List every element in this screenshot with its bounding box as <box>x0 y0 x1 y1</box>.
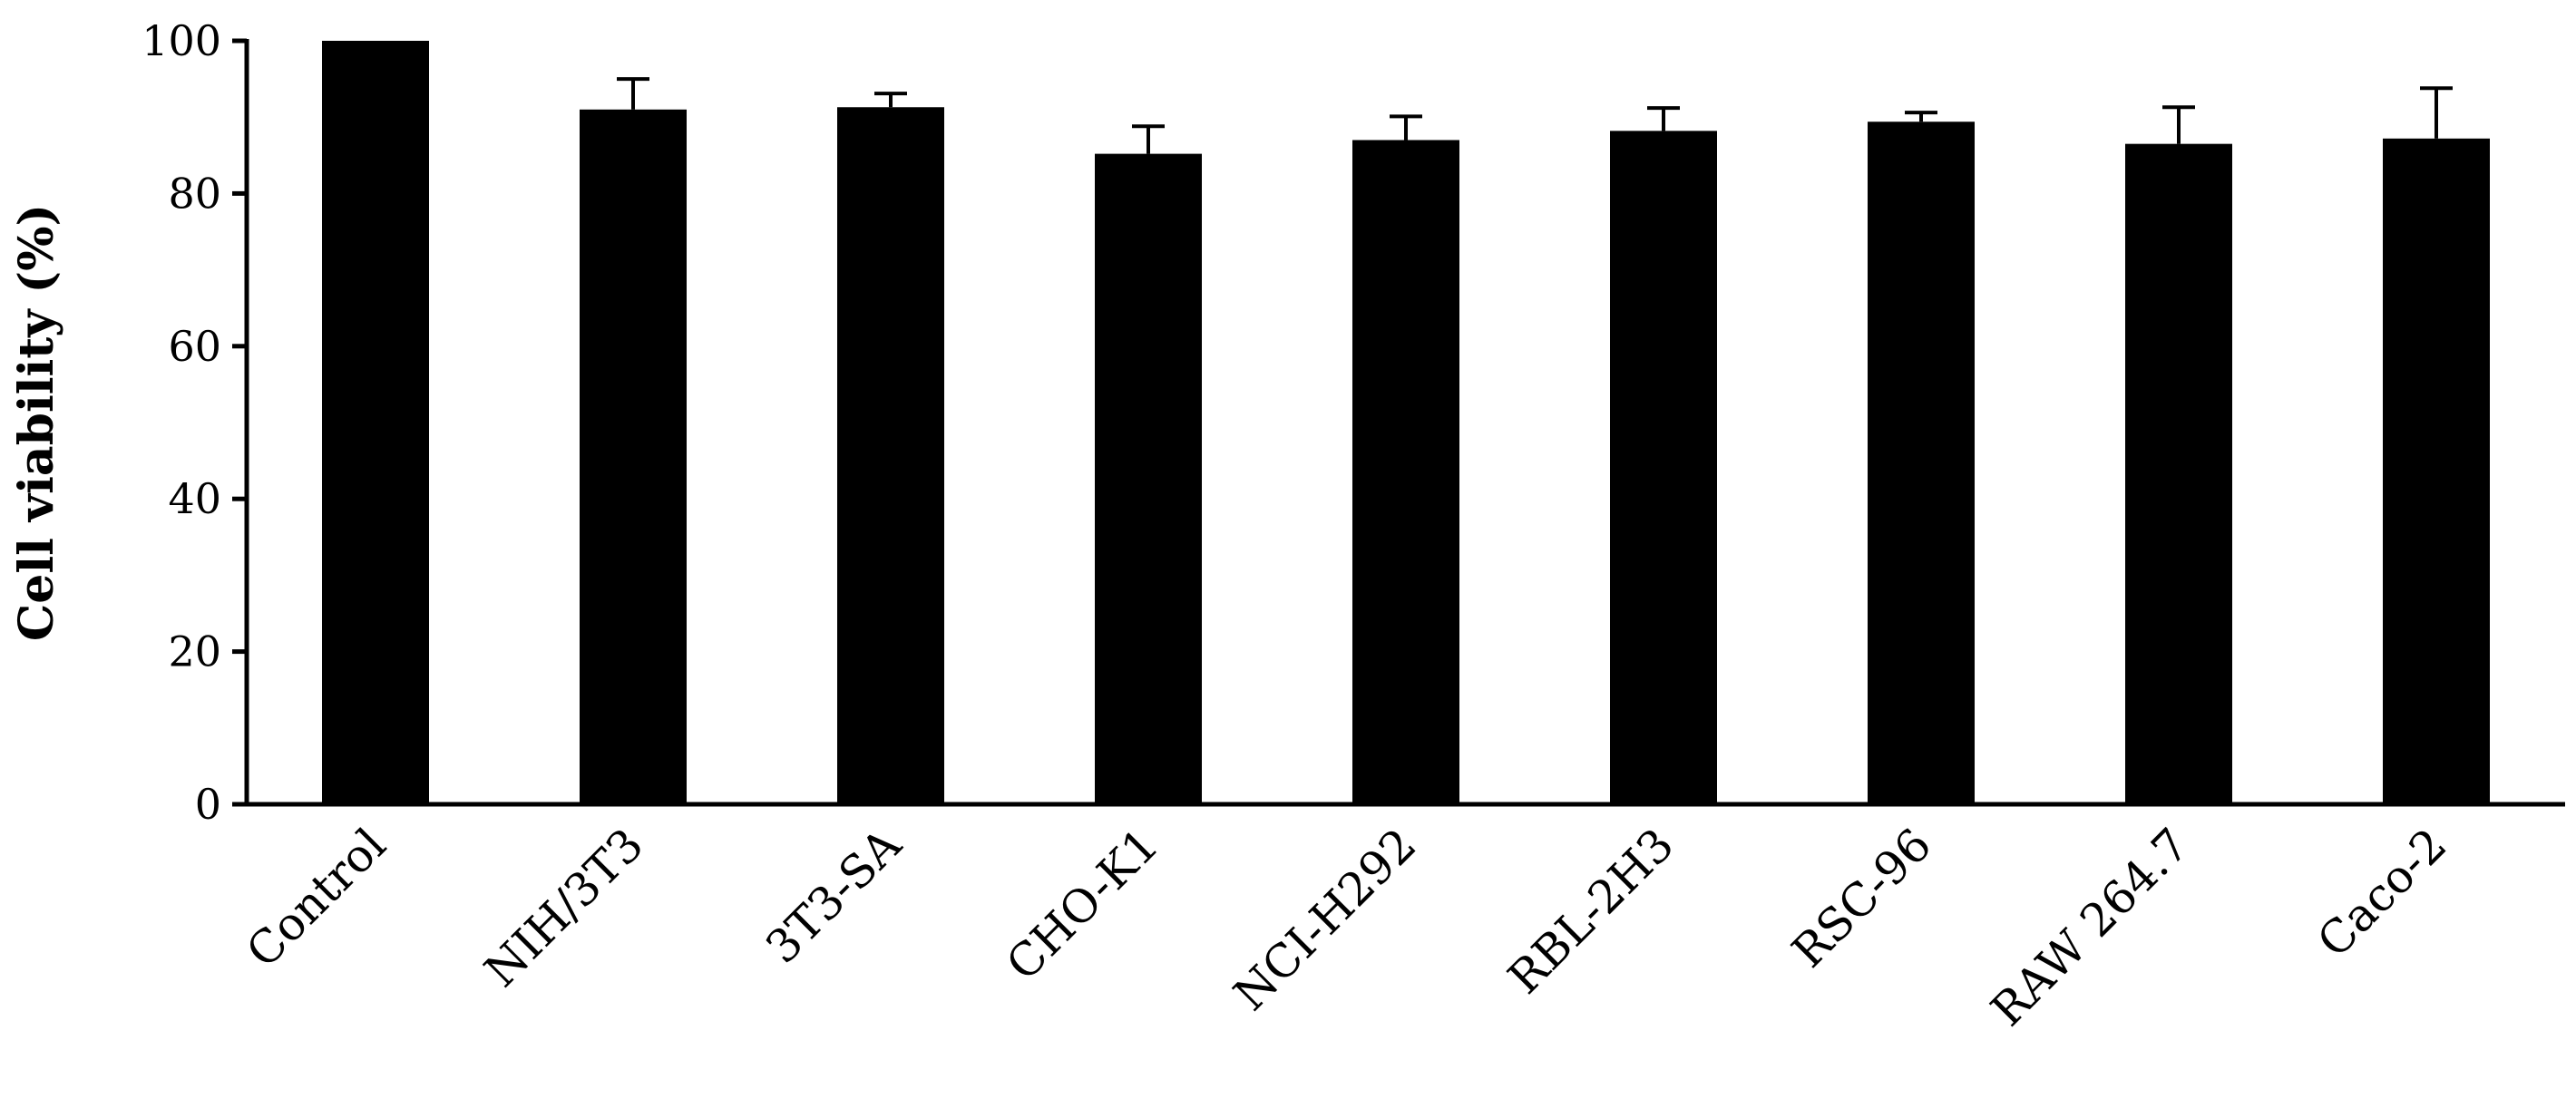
bar <box>837 107 944 804</box>
y-tick-labels: 0 20 40 60 80 100 <box>141 16 221 829</box>
bar <box>1095 153 1202 805</box>
category-label: 3T3-SA <box>756 818 912 974</box>
bar <box>1868 122 1975 804</box>
category-label: CHO-K1 <box>996 818 1168 990</box>
y-tick-label: 20 <box>168 627 221 676</box>
category-label: RSC-96 <box>1782 818 1942 977</box>
category-label: NIH/3T3 <box>474 818 653 996</box>
y-tick-label: 100 <box>141 16 221 65</box>
y-axis-title: Cell viability (%) <box>9 204 64 641</box>
category-label: Caco-2 <box>2308 818 2457 967</box>
bars-group <box>322 41 2490 805</box>
category-labels: Control NIH/3T3 3T3-SA CHO-K1 NCI-H292 RBL-2H… <box>237 818 2457 1036</box>
bar <box>2125 143 2232 805</box>
category-label: NCI-H292 <box>1224 818 1426 1020</box>
category-label: RBL-2H3 <box>1498 818 1684 1004</box>
bar <box>580 109 687 804</box>
bar <box>2383 138 2490 804</box>
y-tick-label: 0 <box>195 780 221 829</box>
bar <box>1610 131 1717 804</box>
bar <box>1352 140 1459 804</box>
bar <box>322 41 429 804</box>
y-tick-label: 60 <box>168 322 221 371</box>
y-tick-label: 80 <box>168 169 221 218</box>
y-axis <box>232 38 249 807</box>
category-label: RAW 264.7 <box>1981 818 2200 1036</box>
category-label: Control <box>237 818 396 977</box>
y-tick-label: 40 <box>168 474 221 523</box>
error-bars-group <box>617 77 2453 154</box>
